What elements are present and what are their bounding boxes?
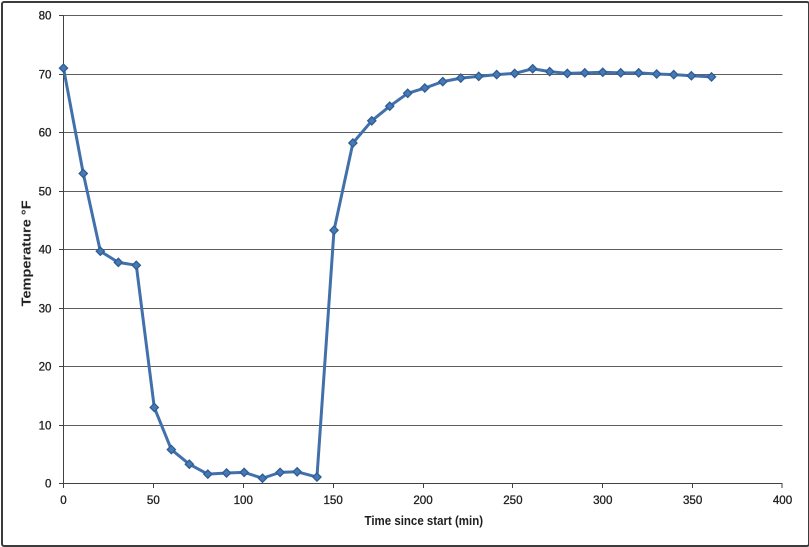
svg-text:0: 0 [60,494,66,507]
svg-text:400: 400 [773,494,792,507]
svg-text:150: 150 [323,494,342,507]
svg-text:200: 200 [413,494,432,507]
svg-text:350: 350 [683,494,702,507]
svg-text:60: 60 [39,127,52,140]
svg-text:250: 250 [503,494,522,507]
svg-text:50: 50 [147,494,160,507]
svg-text:30: 30 [39,303,52,316]
svg-text:10: 10 [39,420,52,433]
svg-text:40: 40 [39,244,52,257]
svg-text:70: 70 [39,69,52,82]
svg-text:300: 300 [593,494,612,507]
svg-text:100: 100 [234,494,253,507]
svg-text:20: 20 [39,361,52,374]
svg-text:50: 50 [39,186,52,199]
svg-text:Temperature °F: Temperature °F [19,200,34,306]
svg-text:Time since start (min): Time since start (min) [365,513,484,528]
svg-text:0: 0 [45,478,51,491]
svg-text:80: 80 [39,10,52,23]
